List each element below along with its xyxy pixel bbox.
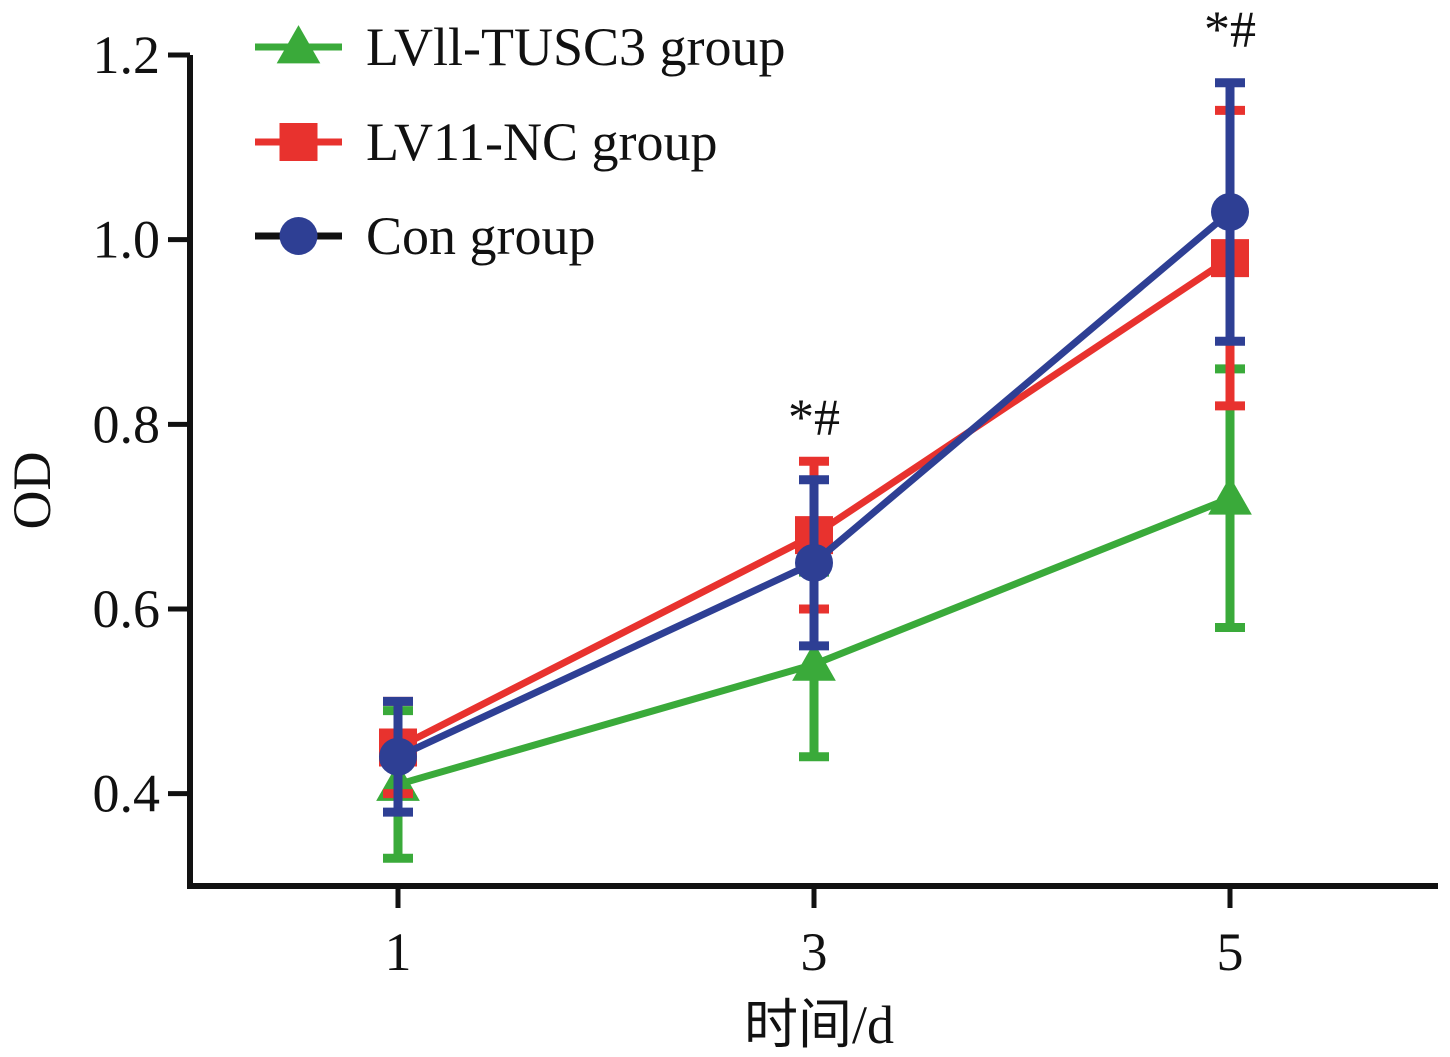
- series-3: [379, 78, 1249, 817]
- x-tick-label: 3: [801, 922, 828, 982]
- axes: 0.4 0.6 0.8 1.0 1.2 1 3 5: [93, 25, 1438, 982]
- legend-swatch-marker: [279, 217, 318, 255]
- x-tick-label: 1: [385, 922, 412, 982]
- y-tick-label: 0.8: [93, 394, 161, 454]
- data-point: [1211, 192, 1249, 231]
- significance-annotation: *#: [788, 389, 840, 446]
- y-tick-label: 1.2: [93, 25, 161, 85]
- legend-label: LVll-TUSC3 group: [366, 17, 786, 77]
- data-point: [792, 642, 836, 681]
- y-tick-label: 0.6: [93, 579, 161, 639]
- data-point: [379, 737, 417, 776]
- y-axis-title: OD: [2, 452, 62, 530]
- data-point: [795, 543, 833, 582]
- legend: LVll-TUSC3 group LV11-NC group Con group: [255, 17, 786, 266]
- data-point: [1208, 476, 1252, 515]
- legend-swatch-marker: [276, 25, 321, 64]
- legend-label: LV11-NC group: [366, 112, 718, 172]
- significance-annotation: *#: [1204, 2, 1256, 59]
- x-axis-title: 时间/d: [744, 995, 894, 1055]
- legend-swatch-marker: [279, 123, 318, 161]
- x-tick-label: 5: [1217, 922, 1244, 982]
- y-tick-label: 0.4: [93, 764, 161, 824]
- annotations: *# *#: [788, 2, 1256, 447]
- y-tick-label: 1.0: [93, 210, 161, 270]
- series-layer: [376, 78, 1252, 863]
- legend-label: Con group: [366, 206, 596, 266]
